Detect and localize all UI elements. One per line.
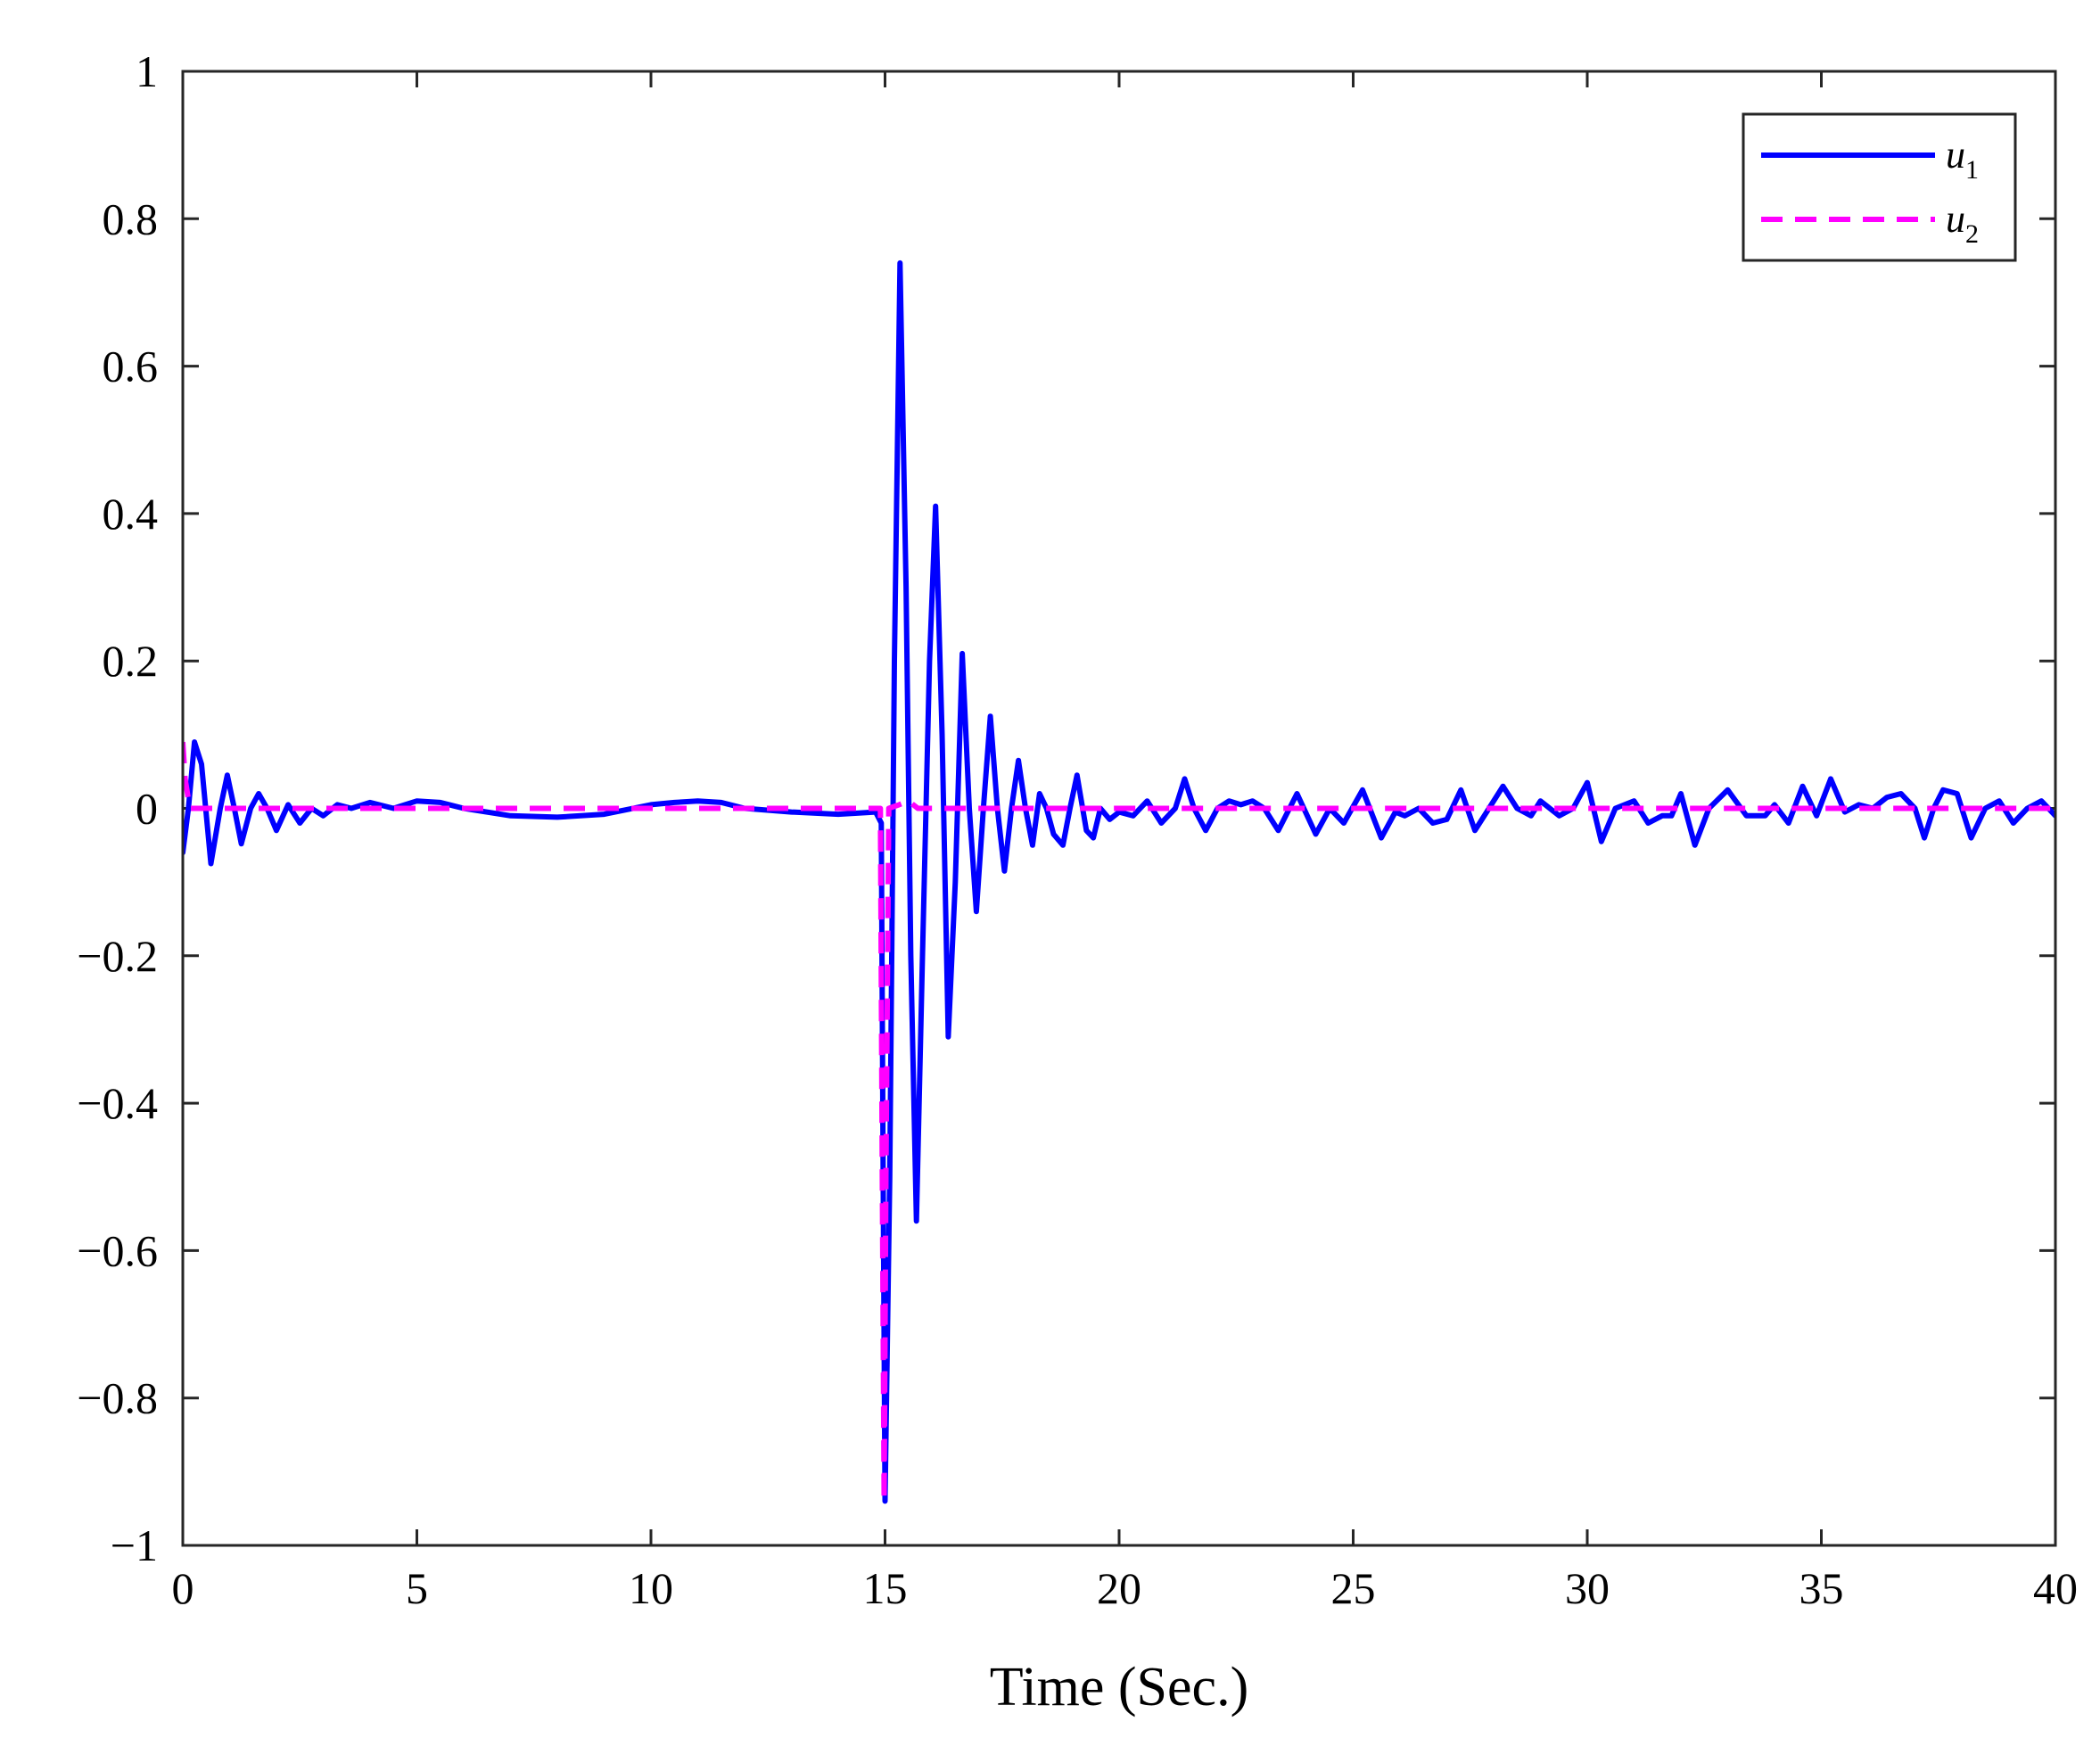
x-tick-label: 30 bbox=[1565, 1563, 1610, 1613]
x-axis-title: Time (Sec.) bbox=[990, 1657, 1248, 1717]
y-tick-label: 0.4 bbox=[103, 489, 159, 539]
legend-label-u1: u1 bbox=[1946, 133, 1979, 185]
x-tick-label: 25 bbox=[1331, 1563, 1376, 1613]
plot-frame bbox=[181, 70, 2057, 1547]
x-tick-label: 10 bbox=[629, 1563, 673, 1613]
tick-labels: 0 5 10 15 20 25 30 35 40 −1 −0.8 −0.6 −0.4 −0.2 0 0.2 0.… bbox=[77, 46, 2078, 1613]
x-tick-label: 0 bbox=[172, 1563, 194, 1613]
series-line-u2 bbox=[183, 741, 2055, 1504]
x-tick-label: 35 bbox=[1799, 1563, 1844, 1613]
y-tick-label: −0.6 bbox=[77, 1225, 158, 1275]
y-tick-label: 0.6 bbox=[103, 342, 159, 391]
y-tick-label: 1 bbox=[136, 46, 158, 96]
x-tick-label: 40 bbox=[2033, 1563, 2078, 1613]
y-tick-label: −0.8 bbox=[77, 1373, 158, 1423]
plot-area bbox=[183, 259, 2055, 1504]
y-tick-label: −1 bbox=[111, 1520, 158, 1570]
y-tick-label: 0 bbox=[136, 784, 158, 834]
y-tick-label: −0.4 bbox=[77, 1078, 158, 1128]
legend-box bbox=[1742, 112, 2017, 262]
x-tick-label: 5 bbox=[406, 1563, 428, 1613]
x-tick-label: 20 bbox=[1097, 1563, 1141, 1613]
legend-label-u2: u2 bbox=[1946, 197, 1979, 249]
y-tick-label: −0.2 bbox=[77, 931, 158, 981]
x-tick-label: 15 bbox=[863, 1563, 908, 1613]
y-tick-label: 0.2 bbox=[103, 636, 159, 686]
y-tick-label: 0.8 bbox=[103, 194, 159, 243]
